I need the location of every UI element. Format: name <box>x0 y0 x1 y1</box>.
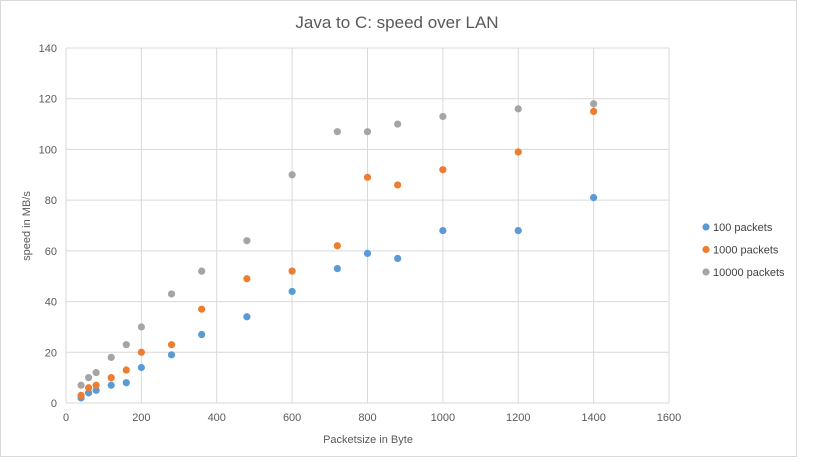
data-point <box>363 128 372 136</box>
data-point <box>243 275 251 283</box>
data-point <box>122 366 130 374</box>
legend-marker <box>702 268 710 276</box>
data-point <box>514 148 522 156</box>
legend-item: 100 packets <box>702 222 773 234</box>
data-point <box>137 363 145 372</box>
data-point <box>439 166 447 174</box>
legend-marker <box>702 245 710 254</box>
data-point <box>92 368 100 377</box>
y-tick-label: 100 <box>39 144 57 156</box>
chart-frame <box>0 0 797 457</box>
data-point <box>439 226 447 235</box>
data-point <box>333 242 341 250</box>
grid <box>65 47 670 404</box>
data-point <box>439 112 447 121</box>
data-point <box>288 267 296 275</box>
data-point <box>590 194 598 202</box>
data-point <box>77 391 85 399</box>
data-points <box>77 100 598 402</box>
legend-item: 1000 packets <box>702 245 779 257</box>
data-point <box>167 351 176 359</box>
data-point <box>198 330 206 339</box>
data-point <box>77 381 85 389</box>
legend-label: 1000 packets <box>713 245 779 257</box>
data-point <box>85 374 93 382</box>
y-tick-label: 140 <box>39 43 57 55</box>
data-point <box>85 389 93 397</box>
y-axis-label: speed in MB/s <box>21 191 33 261</box>
y-tick-label: 120 <box>39 94 57 106</box>
x-tick-label: 200 <box>132 412 150 424</box>
data-point <box>394 181 402 189</box>
x-tick-label: 1000 <box>431 412 455 424</box>
data-point <box>107 381 115 389</box>
data-point <box>288 171 296 179</box>
x-axis-ticks: 0 200 400 600 800 1000 1200 1400 1600 <box>63 412 681 424</box>
legend: 100 packets 1000 packets 10000 packets <box>702 222 785 279</box>
data-point <box>167 341 176 349</box>
data-point <box>137 323 145 331</box>
y-tick-label: 20 <box>45 347 57 359</box>
data-point <box>243 237 251 245</box>
x-tick-label: 1200 <box>506 412 530 424</box>
data-point <box>198 267 206 275</box>
data-point <box>514 105 522 113</box>
data-point <box>363 249 372 257</box>
x-tick-label: 1600 <box>657 412 681 424</box>
x-axis-label: Packetsize in Byte <box>323 434 413 446</box>
data-point <box>333 128 341 136</box>
data-point <box>288 287 296 296</box>
data-point <box>167 290 176 298</box>
data-point <box>590 107 598 115</box>
data-point <box>122 379 130 387</box>
x-tick-label: 400 <box>208 412 226 424</box>
data-point <box>85 384 93 392</box>
series-2 <box>77 107 598 399</box>
series-3 <box>77 100 598 389</box>
data-point <box>333 265 341 273</box>
data-point <box>137 348 145 356</box>
legend-marker <box>702 223 710 231</box>
data-point <box>107 353 115 361</box>
data-point <box>590 100 598 108</box>
y-tick-label: 40 <box>45 297 57 309</box>
legend-label: 100 packets <box>713 222 773 234</box>
y-axis-ticks: 0 20 40 60 80 100 120 140 <box>39 43 57 410</box>
data-point <box>514 226 522 235</box>
x-tick-label: 0 <box>63 412 69 424</box>
chart-title: Java to C: speed over LAN <box>295 13 498 32</box>
legend-item: 10000 packets <box>702 267 785 279</box>
y-tick-label: 60 <box>45 246 57 258</box>
data-point <box>363 173 372 181</box>
x-tick-label: 1400 <box>581 412 605 424</box>
data-point <box>122 341 130 349</box>
data-point <box>243 313 251 321</box>
y-tick-label: 0 <box>51 398 57 410</box>
data-point <box>198 305 206 313</box>
legend-label: 10000 packets <box>713 267 785 279</box>
y-tick-label: 80 <box>45 195 57 207</box>
series-1 <box>77 194 598 402</box>
x-tick-label: 800 <box>358 412 376 424</box>
data-point <box>107 374 115 382</box>
data-point <box>92 381 100 389</box>
x-tick-label: 600 <box>283 412 301 424</box>
data-point <box>394 254 402 263</box>
data-point <box>92 386 100 394</box>
data-point <box>394 120 402 128</box>
